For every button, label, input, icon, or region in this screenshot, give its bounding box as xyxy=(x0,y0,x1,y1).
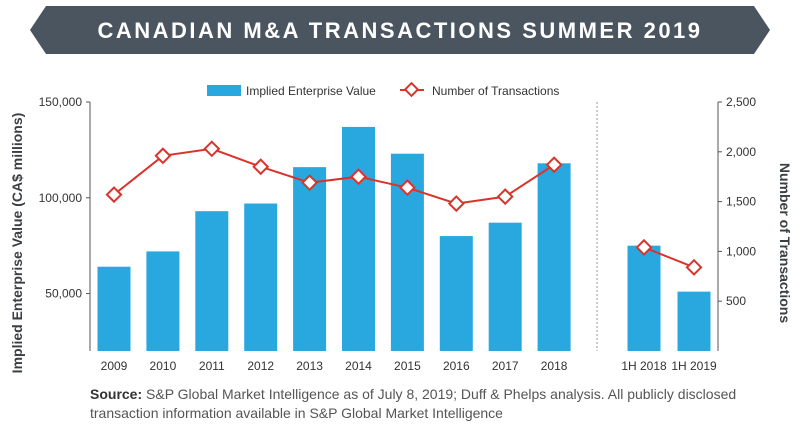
transactions-marker-1h-2019 xyxy=(687,260,701,274)
bar-2009 xyxy=(98,267,131,351)
bar-2011 xyxy=(195,211,228,351)
y-left-tick-label: 50,000 xyxy=(45,287,82,301)
combo-chart: Implied Enterprise Value Number of Trans… xyxy=(0,64,800,384)
bar-2010 xyxy=(146,251,179,351)
chart-title: CANADIAN M&A TRANSACTIONS SUMMER 2019 xyxy=(97,18,702,43)
y-axis-left-title: Implied Enterprise Value (CA$ millions) xyxy=(9,113,25,374)
x-tick-label: 1H 2018 xyxy=(621,359,667,373)
x-tick-label: 2013 xyxy=(296,359,323,373)
source-note: Source: S&P Global Market Intelligence a… xyxy=(90,385,780,423)
y-right-tick-label: 500 xyxy=(726,294,746,308)
x-tick-label: 2017 xyxy=(492,359,519,373)
bar-2017 xyxy=(489,223,522,351)
legend-bar-label: Implied Enterprise Value xyxy=(246,84,376,98)
x-tick-label: 2016 xyxy=(443,359,470,373)
y-right-tick-label: 1,000 xyxy=(726,244,756,258)
source-text: S&P Global Market Intelligence as of Jul… xyxy=(90,386,736,421)
legend-bar-swatch xyxy=(207,85,241,96)
x-tick-label: 1H 2019 xyxy=(671,359,717,373)
x-tick-label: 2014 xyxy=(345,359,372,373)
x-tick-label: 2009 xyxy=(101,359,128,373)
bar-2014 xyxy=(342,127,375,351)
transactions-marker-2017 xyxy=(498,190,512,204)
bar-1h-2018 xyxy=(628,246,661,351)
x-tick-label: 2015 xyxy=(394,359,421,373)
x-axis-ticks: 2009 2010 2011 2012 2013 2014 2015 2016 2017 2018… xyxy=(101,359,717,373)
bar-series xyxy=(98,127,711,351)
x-tick-label: 2012 xyxy=(247,359,274,373)
bar-2013 xyxy=(293,167,326,351)
y-right-tick-label: 2,000 xyxy=(726,145,756,159)
legend-line-marker xyxy=(405,83,418,96)
y-right-tick-label: 2,500 xyxy=(726,95,756,109)
y-left-tick-label: 150,000 xyxy=(39,95,83,109)
transactions-marker-2011 xyxy=(205,142,219,156)
transactions-line xyxy=(114,149,554,204)
transactions-marker-2012 xyxy=(254,160,268,174)
x-tick-label: 2010 xyxy=(150,359,177,373)
bar-2012 xyxy=(244,204,277,351)
y-axis-right-title: Number of Transactions xyxy=(777,163,793,323)
x-tick-label: 2011 xyxy=(199,359,225,373)
source-label: Source: xyxy=(90,386,142,402)
chart-legend: Implied Enterprise Value Number of Trans… xyxy=(207,83,559,98)
bar-1h-2019 xyxy=(678,292,711,351)
legend-line-label: Number of Transactions xyxy=(432,84,559,98)
y-right-tick-label: 1,500 xyxy=(726,195,756,209)
transactions-marker-2016 xyxy=(449,197,463,211)
title-banner: CANADIAN M&A TRANSACTIONS SUMMER 2019 xyxy=(0,0,800,64)
x-tick-label: 2018 xyxy=(541,359,568,373)
bar-2018 xyxy=(538,163,571,351)
y-left-tick-label: 100,000 xyxy=(39,191,83,205)
bar-2016 xyxy=(440,236,473,351)
